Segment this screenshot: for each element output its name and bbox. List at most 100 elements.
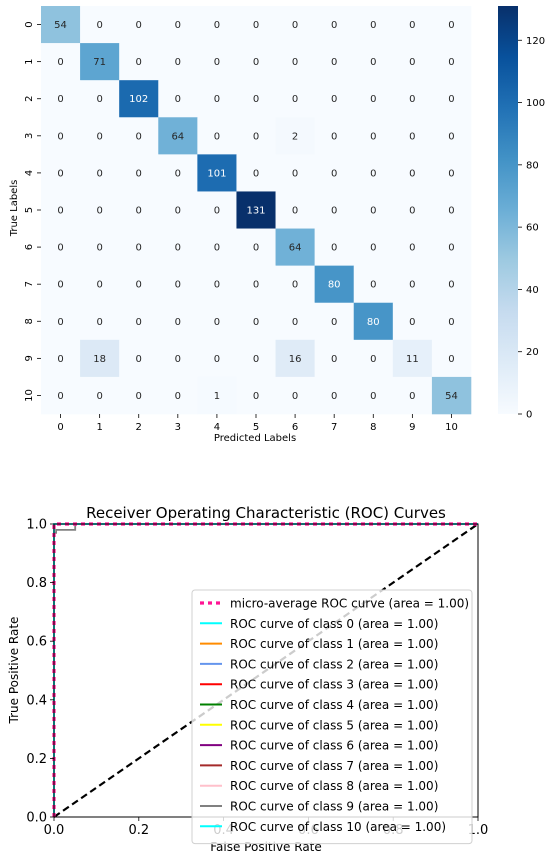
heatmap-cell-label: 0 xyxy=(57,168,63,179)
heatmap-cell xyxy=(392,191,433,229)
heatmap-cell xyxy=(197,43,237,81)
roc-legend-label: micro-average ROC curve (area = 1.00) xyxy=(230,597,469,611)
heatmap-cell xyxy=(275,228,315,266)
roc-y-tick-label: 0.2 xyxy=(26,752,47,767)
heatmap-cell-label: 0 xyxy=(331,94,337,105)
colorbar-tick-label: 0 xyxy=(526,410,532,421)
heatmap-cell xyxy=(158,191,198,229)
heatmap-cell xyxy=(275,154,315,192)
roc-legend-label: ROC curve of class 0 (area = 1.00) xyxy=(230,617,438,631)
heatmap-cell-label: 0 xyxy=(175,168,181,179)
heatmap-cell xyxy=(431,191,472,229)
heatmap-cell xyxy=(236,265,276,304)
heatmap-cell-label: 0 xyxy=(214,243,220,254)
heatmap-cell xyxy=(197,339,237,378)
heatmap-cell-label: 0 xyxy=(96,317,102,328)
heatmap-cell-label: 0 xyxy=(331,206,337,217)
roc-x-tick-label: 0.2 xyxy=(128,823,149,838)
heatmap-cell-label: 0 xyxy=(57,354,63,365)
heatmap-cell-label: 2 xyxy=(292,131,298,142)
heatmap-cell xyxy=(158,80,198,118)
roc-y-axis-label: True Positive Rate xyxy=(7,617,21,725)
heatmap-y-tick-label: 8 xyxy=(24,318,35,324)
heatmap-cell-label: 0 xyxy=(448,206,454,217)
heatmap-cell xyxy=(275,43,315,81)
heatmap-cell xyxy=(353,376,394,415)
heatmap-cell-label: 131 xyxy=(246,206,265,217)
heatmap-cell-label: 0 xyxy=(175,20,181,31)
roc-title: Receiver Operating Characteristic (ROC) … xyxy=(86,504,446,522)
heatmap-cell-label: 0 xyxy=(214,94,220,105)
roc-legend-label: ROC curve of class 1 (area = 1.00) xyxy=(230,637,438,651)
heatmap-cell-label: 0 xyxy=(214,131,220,142)
heatmap-cell xyxy=(197,265,237,304)
heatmap-cell-label: 0 xyxy=(448,131,454,142)
heatmap-cell xyxy=(80,339,120,378)
heatmap-cell xyxy=(80,154,120,192)
heatmap-cell xyxy=(353,228,394,266)
heatmap-cell-label: 0 xyxy=(57,94,63,105)
heatmap-cell-label: 0 xyxy=(96,94,102,105)
heatmap-cell-label: 54 xyxy=(445,391,458,402)
heatmap-cell xyxy=(275,376,315,415)
heatmap-cell xyxy=(158,43,198,81)
heatmap-y-tick-label: 5 xyxy=(24,207,35,213)
heatmap-cell xyxy=(392,6,433,44)
heatmap-cell-label: 0 xyxy=(214,20,220,31)
heatmap-cell xyxy=(158,228,198,266)
heatmap-cell-label: 0 xyxy=(409,206,415,217)
heatmap-cell-label: 0 xyxy=(214,280,220,291)
heatmap-cell xyxy=(431,228,472,266)
heatmap-cell-label: 0 xyxy=(175,280,181,291)
heatmap-cell-label: 0 xyxy=(96,391,102,402)
roc-legend-label: ROC curve of class 6 (area = 1.00) xyxy=(230,739,438,753)
heatmap-cell xyxy=(431,265,472,304)
heatmap-cell xyxy=(158,265,198,304)
heatmap-cell xyxy=(236,339,276,378)
heatmap-cell-label: 0 xyxy=(370,94,376,105)
heatmap-cell xyxy=(119,265,159,304)
heatmap-cell-label: 0 xyxy=(292,206,298,217)
heatmap-cell-label: 0 xyxy=(370,20,376,31)
heatmap-cell-label: 0 xyxy=(253,391,259,402)
heatmap-cell-label: 0 xyxy=(253,168,259,179)
heatmap-cell xyxy=(158,302,198,341)
roc-y-ticks: 0.0 0.2 0.4 0.6 0.8 1.0 xyxy=(26,518,54,826)
heatmap-cell xyxy=(431,154,472,192)
confusion-matrix-heatmap: 54 0 0 0 0 0 0 0 0 0 00 71 0 0 0 0 0 0 0 0 00 0 102 0 0 0 0 0 0 0 00 0 0… xyxy=(9,6,472,444)
heatmap-cell xyxy=(119,339,159,378)
heatmap-cell-label: 0 xyxy=(57,243,63,254)
heatmap-colorbar: 0 20 40 60 80 100 120 xyxy=(498,6,545,421)
heatmap-y-tick-label: 0 xyxy=(24,21,35,27)
heatmap-cell xyxy=(80,376,120,415)
heatmap-cell xyxy=(353,6,394,44)
heatmap-cell-label: 0 xyxy=(57,317,63,328)
heatmap-cell xyxy=(197,117,237,155)
colorbar-tick-label: 100 xyxy=(526,98,545,109)
heatmap-cell xyxy=(314,376,355,415)
heatmap-cell xyxy=(236,80,276,118)
heatmap-cell xyxy=(392,302,433,341)
heatmap-y-ticks: 0 1 2 3 4 5 6 7 8 9 10 xyxy=(24,21,41,402)
heatmap-cell-label: 18 xyxy=(93,354,106,365)
heatmap-cell-label: 0 xyxy=(96,243,102,254)
heatmap-cell xyxy=(353,80,394,118)
heatmap-cell-label: 0 xyxy=(448,354,454,365)
heatmap-cell-label: 0 xyxy=(57,57,63,68)
heatmap-cell xyxy=(236,117,276,155)
heatmap-x-tick-label: 4 xyxy=(214,422,220,433)
heatmap-cell-label: 0 xyxy=(57,280,63,291)
heatmap-x-tick-label: 10 xyxy=(445,422,458,433)
heatmap-cell xyxy=(431,6,472,44)
heatmap-cell-label: 0 xyxy=(409,20,415,31)
heatmap-cell xyxy=(197,6,237,44)
colorbar-tick-label: 20 xyxy=(526,347,539,358)
heatmap-cell-label: 0 xyxy=(96,206,102,217)
heatmap-cell-label: 0 xyxy=(175,391,181,402)
roc-y-tick-label: 0.8 xyxy=(26,576,47,591)
heatmap-cell xyxy=(392,80,433,118)
heatmap-cell-label: 0 xyxy=(409,168,415,179)
heatmap-cell xyxy=(353,191,394,229)
heatmap-cell-label: 0 xyxy=(448,57,454,68)
